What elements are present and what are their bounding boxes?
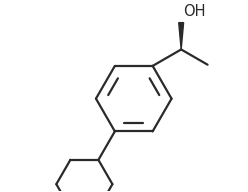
Polygon shape: [179, 23, 184, 50]
Text: OH: OH: [183, 4, 206, 19]
